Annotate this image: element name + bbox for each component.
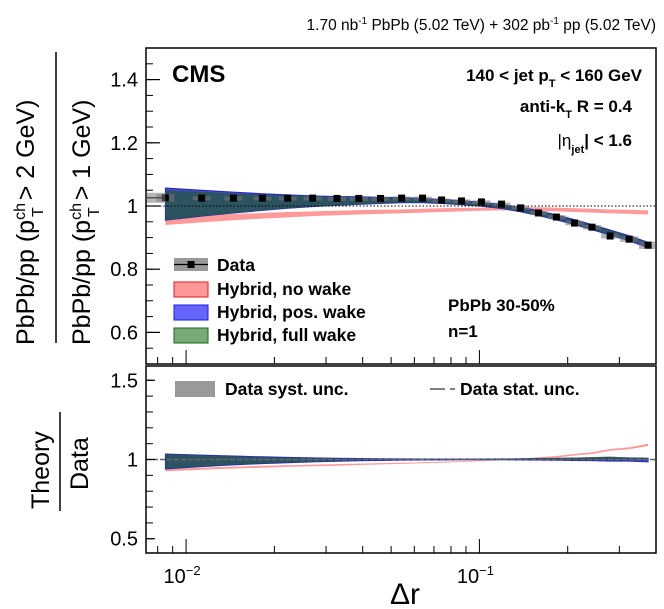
legend-no-wake-swatch: [173, 281, 209, 298]
ratio-title-numerator: Theory: [27, 431, 55, 509]
data-point: [419, 194, 427, 202]
data-point: [552, 213, 560, 221]
data-point: [644, 241, 652, 249]
legend-item-no-wake: Hybrid, no wake: [173, 279, 351, 299]
algo-annotation: anti-kT R = 0.4: [520, 97, 633, 121]
eta-annotation: |ηjet| < 1.6: [558, 131, 632, 156]
x-tick-labels: 10−2 10−1: [164, 563, 494, 588]
data-point: [333, 194, 341, 202]
data-point: [438, 196, 446, 204]
y-title-numerator: PbPb/pp (pchT > 2 GeV): [12, 100, 47, 345]
y-tick-label: 1.2: [110, 133, 138, 155]
data-point: [477, 198, 485, 206]
legend-item-full-wake: Hybrid, full wake: [173, 325, 356, 345]
band-no-wake: [165, 207, 649, 225]
ratio-title-denominator: Data: [66, 437, 94, 490]
legend-label-syst: Data syst. unc.: [225, 379, 349, 399]
legend-label-data: Data: [217, 255, 255, 275]
top-y-axis: 0.6 0.8 1 1.2 1.4: [110, 63, 160, 349]
data-point: [498, 200, 506, 208]
ratio-y-tick-label: 1: [127, 450, 138, 472]
x-axis-title: Δr: [390, 578, 420, 609]
top-y-axis-title: PbPb/pp (pchT > 2 GeV) PbPb/pp (pchT > 1…: [12, 52, 103, 345]
top-data-points: [147, 192, 655, 249]
centrality-label: PbPb 30-50%: [448, 296, 555, 315]
jet-pt-annotation: 140 < jet pT < 160 GeV: [466, 66, 643, 90]
data-point: [516, 204, 524, 212]
data-point: [284, 194, 292, 202]
bottom-y-axis: 0.5 1 1.5: [110, 370, 155, 551]
data-syst-first: [147, 192, 166, 203]
data-point: [534, 209, 542, 217]
data-point: [606, 232, 614, 240]
ratio-y-tick-label: 1.5: [110, 370, 138, 392]
bottom-legend: Data syst. unc. Data stat. unc.: [175, 379, 580, 399]
y-tick-label: 0.6: [110, 322, 138, 344]
ratio-band-no-wake: [165, 443, 649, 472]
lumi-header: 1.70 nb-1 PbPb (5.02 TeV) + 302 pb-1 pp …: [307, 16, 656, 34]
data-point: [625, 235, 633, 243]
x-tick-label: 10−1: [457, 563, 494, 588]
data-point: [258, 194, 266, 202]
data-point: [571, 219, 579, 227]
data-point: [398, 194, 406, 202]
data-point: [376, 194, 384, 202]
data-point: [355, 194, 363, 202]
legend-item-pos-wake: Hybrid, pos. wake: [173, 302, 366, 322]
y-tick-label: 1: [127, 196, 138, 218]
bottom-y-axis-title: Theory Data: [27, 412, 94, 511]
bottom-x-ticks: [157, 539, 657, 553]
top-x-ticks: [157, 350, 657, 364]
data-point: [458, 197, 466, 205]
y-title-denominator: PbPb/pp (pchT > 1 GeV): [68, 100, 103, 345]
legend-item-data: Data: [174, 255, 255, 275]
legend-syst-swatch: [175, 381, 215, 397]
x-tick-label: 10−2: [164, 563, 201, 588]
data-point: [588, 223, 596, 231]
band-overlap-shade: [165, 190, 649, 247]
ratio-theory-bands: [164, 443, 649, 472]
legend-label-stat: Data stat. unc.: [460, 379, 580, 399]
legend-pos-wake-swatch: [173, 304, 209, 321]
legend-label-pos-wake: Hybrid, pos. wake: [217, 302, 366, 322]
ratio-band-overlap-shade: [165, 454, 649, 469]
data-point: [309, 194, 317, 202]
top-legend: Data Hybrid, no wake Hybrid, pos. wake H…: [173, 255, 366, 345]
top-panel: 0.6 0.8 1 1.2 1.4: [110, 47, 657, 365]
y-tick-label: 1.4: [110, 70, 138, 92]
n-label: n=1: [448, 322, 478, 341]
data-point: [229, 194, 237, 202]
legend-data-marker: [187, 261, 195, 268]
bottom-panel: 0.5 1 1.5: [110, 365, 657, 554]
legend-full-wake-swatch: [173, 327, 209, 344]
legend-label-no-wake: Hybrid, no wake: [217, 279, 351, 299]
cms-label: CMS: [172, 61, 225, 88]
data-point: [198, 194, 206, 202]
ratio-y-tick-label: 0.5: [110, 529, 138, 551]
y-tick-label: 0.8: [110, 259, 138, 281]
legend-label-full-wake: Hybrid, full wake: [217, 325, 356, 345]
